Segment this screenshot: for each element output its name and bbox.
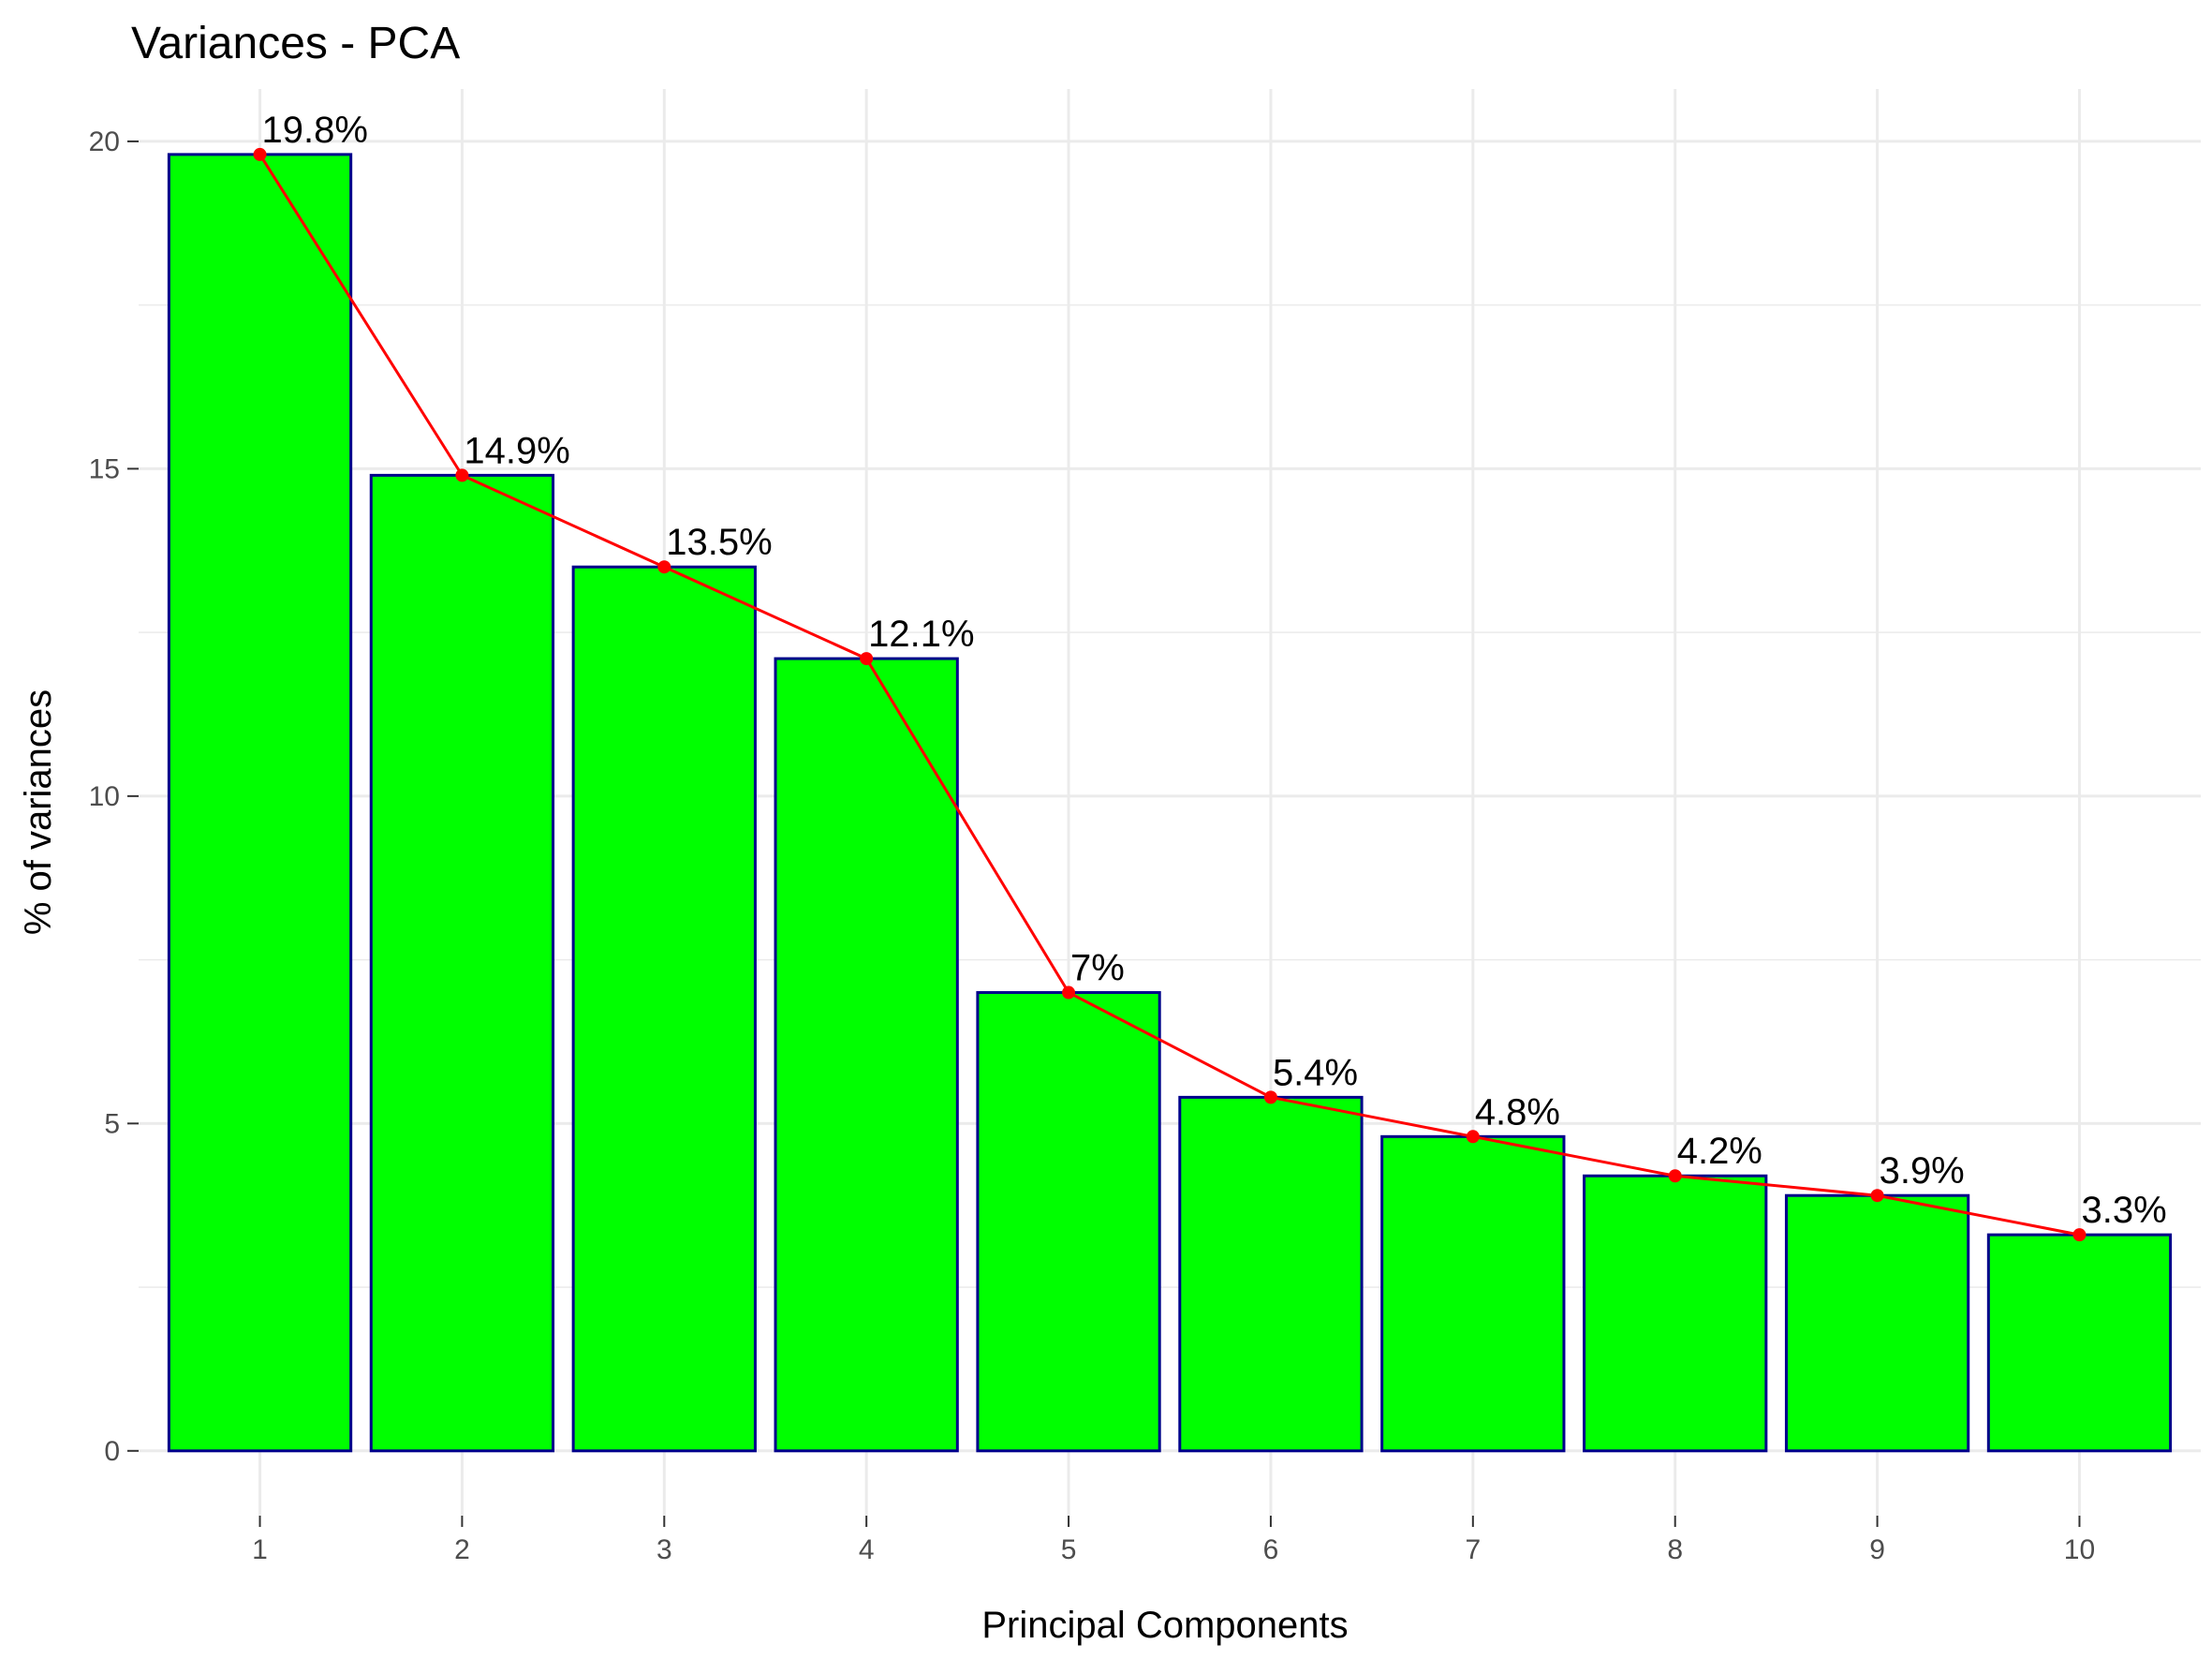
bar-pc-3 <box>571 565 757 1453</box>
data-label-pc-10: 3.3% <box>2081 1190 2166 1231</box>
chart-title: Variances - PCA <box>131 19 460 68</box>
data-label-pc-5: 7% <box>1070 948 1125 989</box>
variance-point-8 <box>1668 1169 1682 1183</box>
bar-pc-8 <box>1583 1174 1768 1453</box>
data-label-pc-2: 14.9% <box>464 430 569 471</box>
y-tick-label: 15 <box>89 453 120 484</box>
bar-pc-5 <box>976 991 1161 1453</box>
data-label-pc-3: 13.5% <box>666 522 772 563</box>
y-tick-label: 0 <box>104 1436 120 1467</box>
bar-pc-1 <box>167 153 353 1453</box>
variance-point-3 <box>657 560 671 574</box>
data-label-pc-6: 5.4% <box>1273 1052 1358 1093</box>
x-tick-label: 7 <box>1465 1534 1481 1565</box>
bar-pc-4 <box>774 657 959 1453</box>
y-tick-label: 20 <box>89 126 120 157</box>
data-label-pc-4: 12.1% <box>868 614 974 655</box>
x-tick-label: 1 <box>252 1534 268 1565</box>
axis-layer: 0 5 10 15 20 1 2 3 4 5 6 7 8 9 10 <box>89 126 2096 1565</box>
label-layer: 19.8% 14.9% 13.5% 12.1% 7% 5.4% 4.8% 4.2% 3.9% 3.… <box>262 110 2167 1231</box>
bar-pc-2 <box>369 473 555 1453</box>
y-tick-label: 10 <box>89 781 120 812</box>
variance-point-4 <box>860 652 874 666</box>
variance-point-10 <box>2072 1228 2087 1242</box>
data-label-pc-8: 4.2% <box>1677 1131 1762 1172</box>
x-tick-label: 2 <box>454 1534 470 1565</box>
data-label-pc-7: 4.8% <box>1475 1091 1560 1133</box>
variance-point-7 <box>1466 1130 1480 1144</box>
variance-point-1 <box>253 147 267 161</box>
x-tick-label: 9 <box>1869 1534 1885 1565</box>
line-layer <box>253 147 2087 1242</box>
x-tick-label: 3 <box>656 1534 672 1565</box>
x-tick-label: 4 <box>859 1534 875 1565</box>
x-axis-title: Principal Components <box>981 1605 1348 1646</box>
x-tick-label: 6 <box>1263 1534 1279 1565</box>
bar-pc-10 <box>1986 1233 2173 1453</box>
bar-pc-7 <box>1380 1134 1566 1453</box>
bar-layer <box>167 153 2173 1453</box>
x-tick-label: 8 <box>1667 1534 1683 1565</box>
variance-point-5 <box>1062 985 1076 1000</box>
y-axis-title: % of variances <box>18 689 59 935</box>
variance-line <box>258 154 2080 1237</box>
data-label-pc-9: 3.9% <box>1880 1150 1965 1192</box>
x-tick-label: 10 <box>2064 1534 2095 1565</box>
variance-point-6 <box>1263 1090 1277 1104</box>
variance-point-9 <box>1870 1189 1884 1203</box>
variance-point-2 <box>455 468 469 482</box>
data-label-pc-1: 19.8% <box>262 110 368 151</box>
y-tick-label: 5 <box>104 1108 120 1139</box>
x-tick-label: 5 <box>1061 1534 1077 1565</box>
bar-pc-9 <box>1784 1193 1970 1453</box>
bar-pc-6 <box>1178 1095 1364 1453</box>
